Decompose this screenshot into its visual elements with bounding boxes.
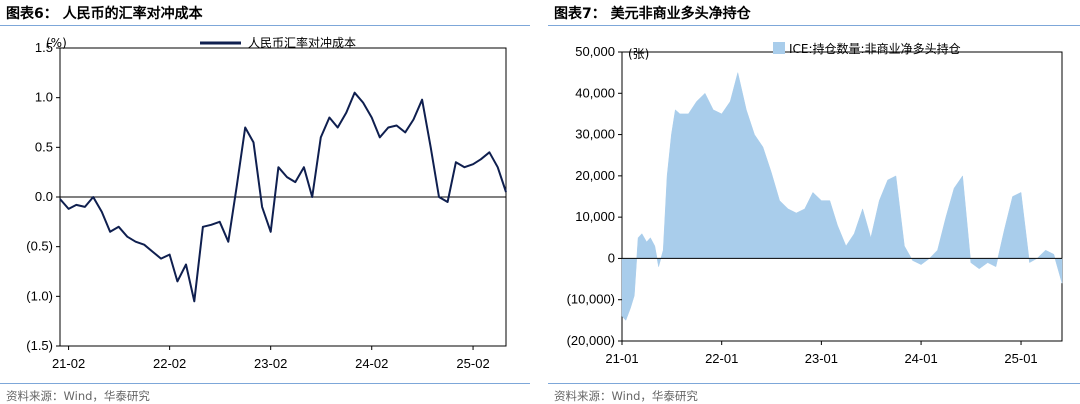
x-tick-label: 25-02: [456, 356, 489, 371]
y-tick-label: 20,000: [575, 168, 615, 183]
chart-panel-right: 图表7： 美元非商业多头净持仓 50,000 40,000 30,000 20,000…: [548, 0, 1080, 404]
legend: ICE:持仓数量:非商业净多头持仓: [773, 41, 961, 56]
y-axis: 50,000 40,000 30,000 20,000 10,000 0 (10,000) (…: [567, 44, 622, 348]
y-axis: 1.5 1.0 0.5 0.0 (0.5) (1.0) (1.5): [26, 40, 60, 353]
legend-label: 人民币汇率对冲成本: [248, 35, 356, 50]
series-line: [59, 91, 507, 303]
y-unit-label: (张): [628, 47, 649, 61]
y-tick-label: 10,000: [575, 209, 615, 224]
x-tick-label: 23-02: [254, 356, 287, 371]
x-tick-label: 21-01: [605, 351, 638, 366]
source-note: 资料来源：Wind，华泰研究: [554, 389, 698, 403]
x-axis: 21-01 22-01 23-01 24-01 25-01: [605, 341, 1038, 366]
series-area: [621, 72, 1063, 321]
y-tick-label: (1.0): [26, 288, 53, 303]
y-tick-label: (10,000): [567, 292, 615, 307]
line-chart: 1.5 1.0 0.5 0.0 (0.5) (1.0) (1.5) 21-02 22-02 23…: [26, 35, 507, 371]
y-tick-label: 30,000: [575, 127, 615, 142]
bottom-rule: [548, 383, 1080, 384]
series-layer: [59, 91, 507, 303]
y-tick-label: 40,000: [575, 85, 615, 100]
x-tick-label: 23-01: [805, 351, 838, 366]
top-rule: [0, 25, 530, 26]
figure-title: 图表7： 美元非商业多头净持仓: [554, 6, 751, 22]
x-axis: 21-02 22-02 23-02 24-02 25-02: [52, 346, 490, 371]
chart-panel-left: 图表6： 人民币的汇率对冲成本 1.5 1.0 0.5 0.0 (0.5) (1.0) (1…: [0, 0, 530, 404]
y-tick-label: 50,000: [575, 44, 615, 59]
legend-swatch: [773, 42, 785, 54]
x-tick-label: 22-01: [705, 351, 738, 366]
plot-frame: [621, 51, 1063, 342]
x-tick-label: 22-02: [153, 356, 186, 371]
figure-title: 图表6： 人民币的汇率对冲成本: [6, 6, 203, 22]
y-tick-label: 1.0: [35, 90, 53, 105]
y-unit-label: (%): [46, 36, 67, 50]
y-tick-label: (0.5): [26, 239, 53, 254]
x-tick-label: 24-01: [904, 351, 937, 366]
y-tick-label: 0: [608, 250, 615, 265]
x-tick-label: 21-02: [52, 356, 85, 371]
x-tick-label: 24-02: [355, 356, 388, 371]
bottom-rule: [0, 383, 530, 384]
x-tick-label: 25-01: [1004, 351, 1037, 366]
y-tick-label: 0.5: [35, 139, 53, 154]
top-rule: [548, 25, 1080, 26]
y-tick-label: 1.5: [35, 40, 53, 55]
area-chart: 50,000 40,000 30,000 20,000 10,000 0 (10,000) (…: [567, 41, 1063, 366]
series-layer: [621, 72, 1063, 321]
source-note: 资料来源：Wind，华泰研究: [6, 389, 150, 403]
legend-label: ICE:持仓数量:非商业净多头持仓: [789, 41, 961, 56]
legend: 人民币汇率对冲成本: [200, 35, 356, 50]
y-tick-label: (1.5): [26, 338, 53, 353]
y-tick-label: 0.0: [35, 189, 53, 204]
y-tick-label: (20,000): [567, 333, 615, 348]
